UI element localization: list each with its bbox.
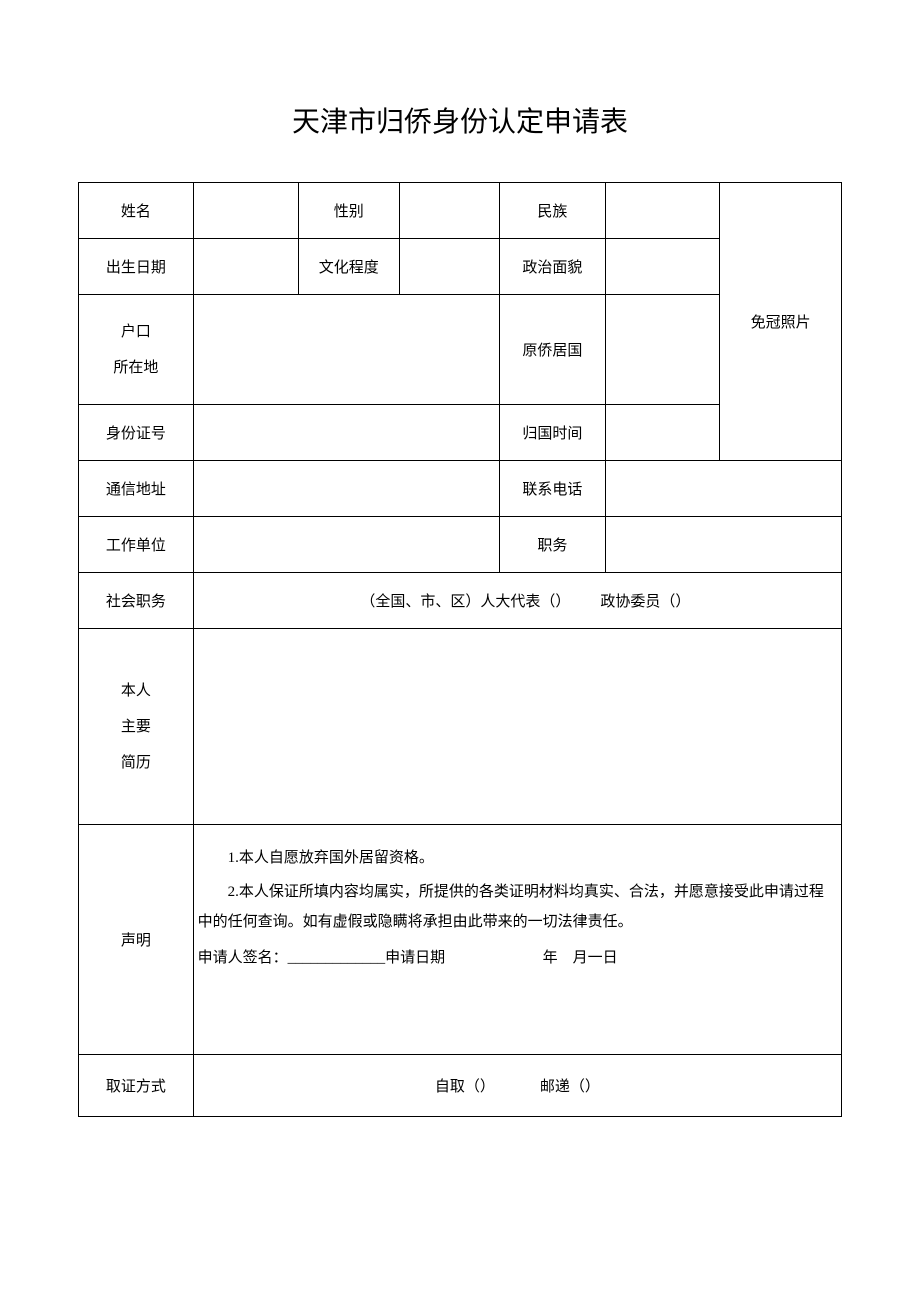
value-position[interactable] xyxy=(605,517,841,573)
hukou-line1: 户口 xyxy=(83,314,189,350)
value-return-date[interactable] xyxy=(605,405,720,461)
label-education: 文化程度 xyxy=(298,239,399,295)
label-social-position: 社会职务 xyxy=(79,573,194,629)
value-work-unit[interactable] xyxy=(193,517,500,573)
value-origin-country[interactable] xyxy=(605,295,720,405)
label-collection-method: 取证方式 xyxy=(79,1055,194,1117)
label-statement: 声明 xyxy=(79,825,194,1055)
value-ethnicity[interactable] xyxy=(605,183,720,239)
row-9: 声明 1.本人自愿放弃国外居留资格。 2.本人保证所填内容均属实，所提供的各类证… xyxy=(79,825,842,1055)
value-resume[interactable] xyxy=(193,629,841,825)
value-hukou[interactable] xyxy=(193,295,500,405)
statement-line1: 1.本人自愿放弃国外居留资格。 xyxy=(198,843,833,873)
row-5: 通信地址 联系电话 xyxy=(79,461,842,517)
row-8: 本人 主要 简历 xyxy=(79,629,842,825)
label-return-date: 归国时间 xyxy=(500,405,605,461)
label-position: 职务 xyxy=(500,517,605,573)
label-phone: 联系电话 xyxy=(500,461,605,517)
row-1: 姓名 性别 民族 免冠照片 xyxy=(79,183,842,239)
photo-cell: 免冠照片 xyxy=(720,183,842,461)
hukou-line2: 所在地 xyxy=(83,350,189,386)
label-id-number: 身份证号 xyxy=(79,405,194,461)
statement-line2: 2.本人保证所填内容均属实，所提供的各类证明材料均真实、合法，并愿意接受此申请过… xyxy=(198,877,833,937)
label-gender: 性别 xyxy=(298,183,399,239)
label-work-unit: 工作单位 xyxy=(79,517,194,573)
resume-line3: 简历 xyxy=(83,745,189,781)
value-name[interactable] xyxy=(193,183,298,239)
label-political: 政治面貌 xyxy=(500,239,605,295)
row-6: 工作单位 职务 xyxy=(79,517,842,573)
value-phone[interactable] xyxy=(605,461,841,517)
form-title: 天津市归侨身份认定申请表 xyxy=(78,100,842,140)
value-education[interactable] xyxy=(399,239,500,295)
resume-line1: 本人 xyxy=(83,673,189,709)
value-collection-method[interactable]: 自取（） 邮递（） xyxy=(193,1055,841,1117)
statement-signature-line[interactable]: 申请人签名：_____________申请日期 年 月一日 xyxy=(198,943,833,973)
label-name: 姓名 xyxy=(79,183,194,239)
label-origin-country: 原侨居国 xyxy=(500,295,605,405)
value-gender[interactable] xyxy=(399,183,500,239)
label-hukou: 户口 所在地 xyxy=(79,295,194,405)
value-political[interactable] xyxy=(605,239,720,295)
value-social-position[interactable]: （全国、市、区）人大代表（） 政协委员（） xyxy=(193,573,841,629)
value-birthdate[interactable] xyxy=(193,239,298,295)
label-ethnicity: 民族 xyxy=(500,183,605,239)
row-7: 社会职务 （全国、市、区）人大代表（） 政协委员（） xyxy=(79,573,842,629)
label-mailing-address: 通信地址 xyxy=(79,461,194,517)
resume-line2: 主要 xyxy=(83,709,189,745)
application-form-table: 姓名 性别 民族 免冠照片 出生日期 文化程度 政治面貌 户口 所在地 原侨居国… xyxy=(78,182,842,1117)
value-mailing-address[interactable] xyxy=(193,461,500,517)
label-birthdate: 出生日期 xyxy=(79,239,194,295)
value-id-number[interactable] xyxy=(193,405,500,461)
statement-content: 1.本人自愿放弃国外居留资格。 2.本人保证所填内容均属实，所提供的各类证明材料… xyxy=(193,825,841,1055)
row-10: 取证方式 自取（） 邮递（） xyxy=(79,1055,842,1117)
label-resume: 本人 主要 简历 xyxy=(79,629,194,825)
